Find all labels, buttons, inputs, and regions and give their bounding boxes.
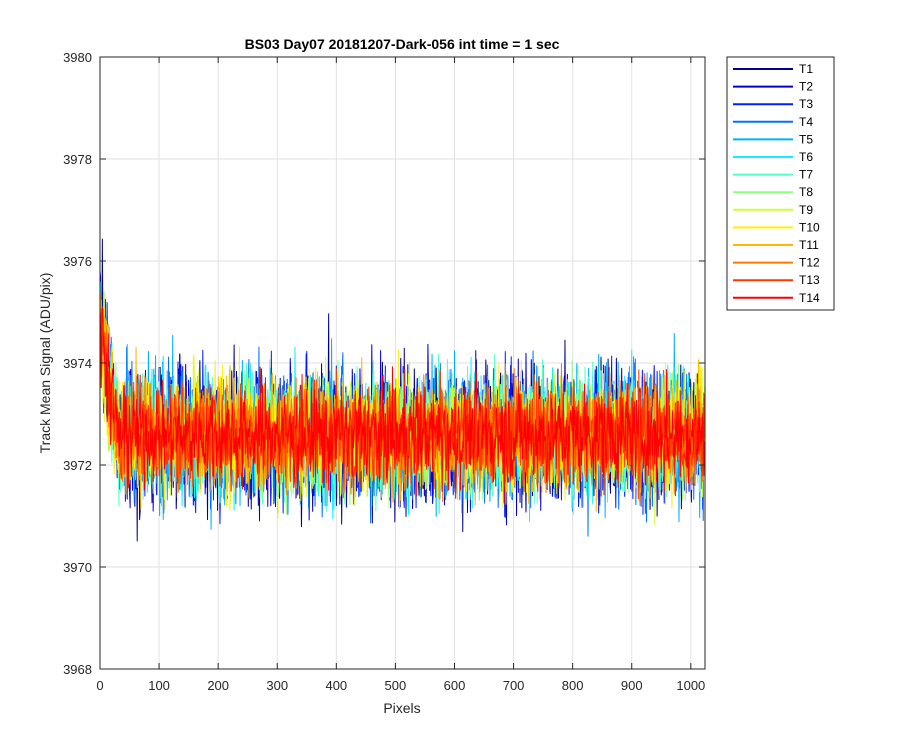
x-tick-label: 300 — [266, 678, 288, 693]
y-tick-label: 3974 — [63, 356, 92, 371]
legend-label-t14: T14 — [799, 291, 820, 305]
legend-label-t5: T5 — [799, 132, 813, 146]
legend-label-t10: T10 — [799, 220, 820, 234]
legend-label-t11: T11 — [799, 238, 819, 252]
x-tick-label: 0 — [96, 678, 103, 693]
legend-label-t2: T2 — [799, 80, 813, 94]
legend-label-t7: T7 — [799, 168, 813, 182]
series-layer — [99, 238, 705, 542]
legend: T1 T2 T3 T4 T5 T6 T7 T8 T9 T10 T11 T12 T13 T14 — [726, 56, 835, 311]
x-axis: 0 100 200 300 400 500 600 700 800 900 1000 — [96, 57, 705, 693]
chart-title: BS03 Day07 20181207-Dark-056 int time = … — [245, 36, 560, 52]
legend-label-t4: T4 — [799, 115, 813, 129]
legend-label-t1: T1 — [799, 62, 813, 76]
x-tick-label: 900 — [621, 678, 643, 693]
x-tick-label: 200 — [207, 678, 229, 693]
x-axis-label: Pixels — [383, 700, 420, 716]
x-tick-label: 1000 — [676, 678, 705, 693]
y-axis: 3968 3970 3972 3974 3976 3978 3980 — [63, 50, 705, 677]
legend-label-t12: T12 — [799, 256, 820, 270]
y-tick-label: 3972 — [63, 458, 92, 473]
legend-label-t8: T8 — [799, 185, 813, 199]
y-axis-label: Track Mean Signal (ADU/pix) — [37, 273, 53, 454]
legend-label-t3: T3 — [799, 97, 813, 111]
legend-label-t13: T13 — [799, 273, 820, 287]
series-line-t14 — [99, 306, 705, 504]
x-tick-label: 700 — [503, 678, 525, 693]
y-tick-label: 3968 — [63, 662, 92, 677]
y-tick-label: 3980 — [63, 50, 92, 65]
y-tick-label: 3976 — [63, 254, 92, 269]
x-tick-label: 100 — [148, 678, 170, 693]
legend-label-t9: T9 — [799, 203, 813, 217]
legend-box — [726, 56, 835, 311]
legend-label-t6: T6 — [799, 150, 813, 164]
grid-lines — [100, 57, 705, 669]
x-tick-label: 600 — [444, 678, 466, 693]
x-tick-label: 800 — [562, 678, 584, 693]
y-tick-label: 3978 — [63, 152, 92, 167]
x-tick-label: 400 — [325, 678, 347, 693]
y-tick-label: 3970 — [63, 560, 92, 575]
x-tick-label: 500 — [385, 678, 407, 693]
